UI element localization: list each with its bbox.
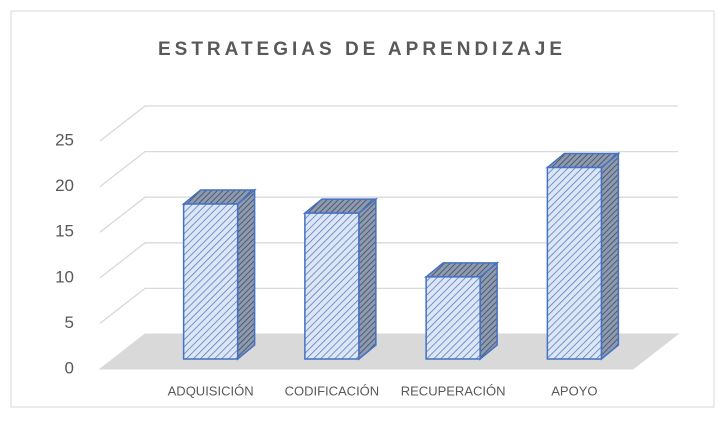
grid-line (99, 105, 678, 142)
y-tick-label: 0 (65, 358, 74, 377)
x-tick-label: ADQUISICIÓN (168, 383, 254, 398)
x-tick-label: RECUPERACIÓN (401, 383, 506, 398)
grid-line (99, 287, 678, 324)
bar-face (236, 188, 256, 361)
y-tick-label: 25 (55, 130, 74, 149)
bar (302, 197, 378, 361)
grid-line (99, 196, 678, 233)
grid-line (99, 150, 678, 188)
bar-face (304, 212, 360, 360)
grid-line (99, 242, 678, 279)
x-tick-label: CODIFICACIÓN (285, 383, 380, 398)
y-tick-label: 20 (55, 176, 74, 195)
bar (181, 188, 257, 361)
chart-title: ESTRATEGIAS DE APRENDIZAJE (158, 39, 566, 60)
y-tick-label: 5 (65, 313, 74, 332)
bar-face (182, 203, 239, 360)
bar-face (600, 151, 620, 361)
bar-face (546, 166, 603, 360)
bar (424, 261, 500, 361)
y-tick-label: 15 (55, 222, 74, 241)
x-tick-label: APOYO (551, 383, 597, 398)
y-tick-label: 10 (55, 267, 74, 286)
bar-face (479, 261, 498, 361)
bar-face (358, 197, 377, 361)
bar-face (425, 276, 481, 360)
bar (545, 151, 621, 361)
